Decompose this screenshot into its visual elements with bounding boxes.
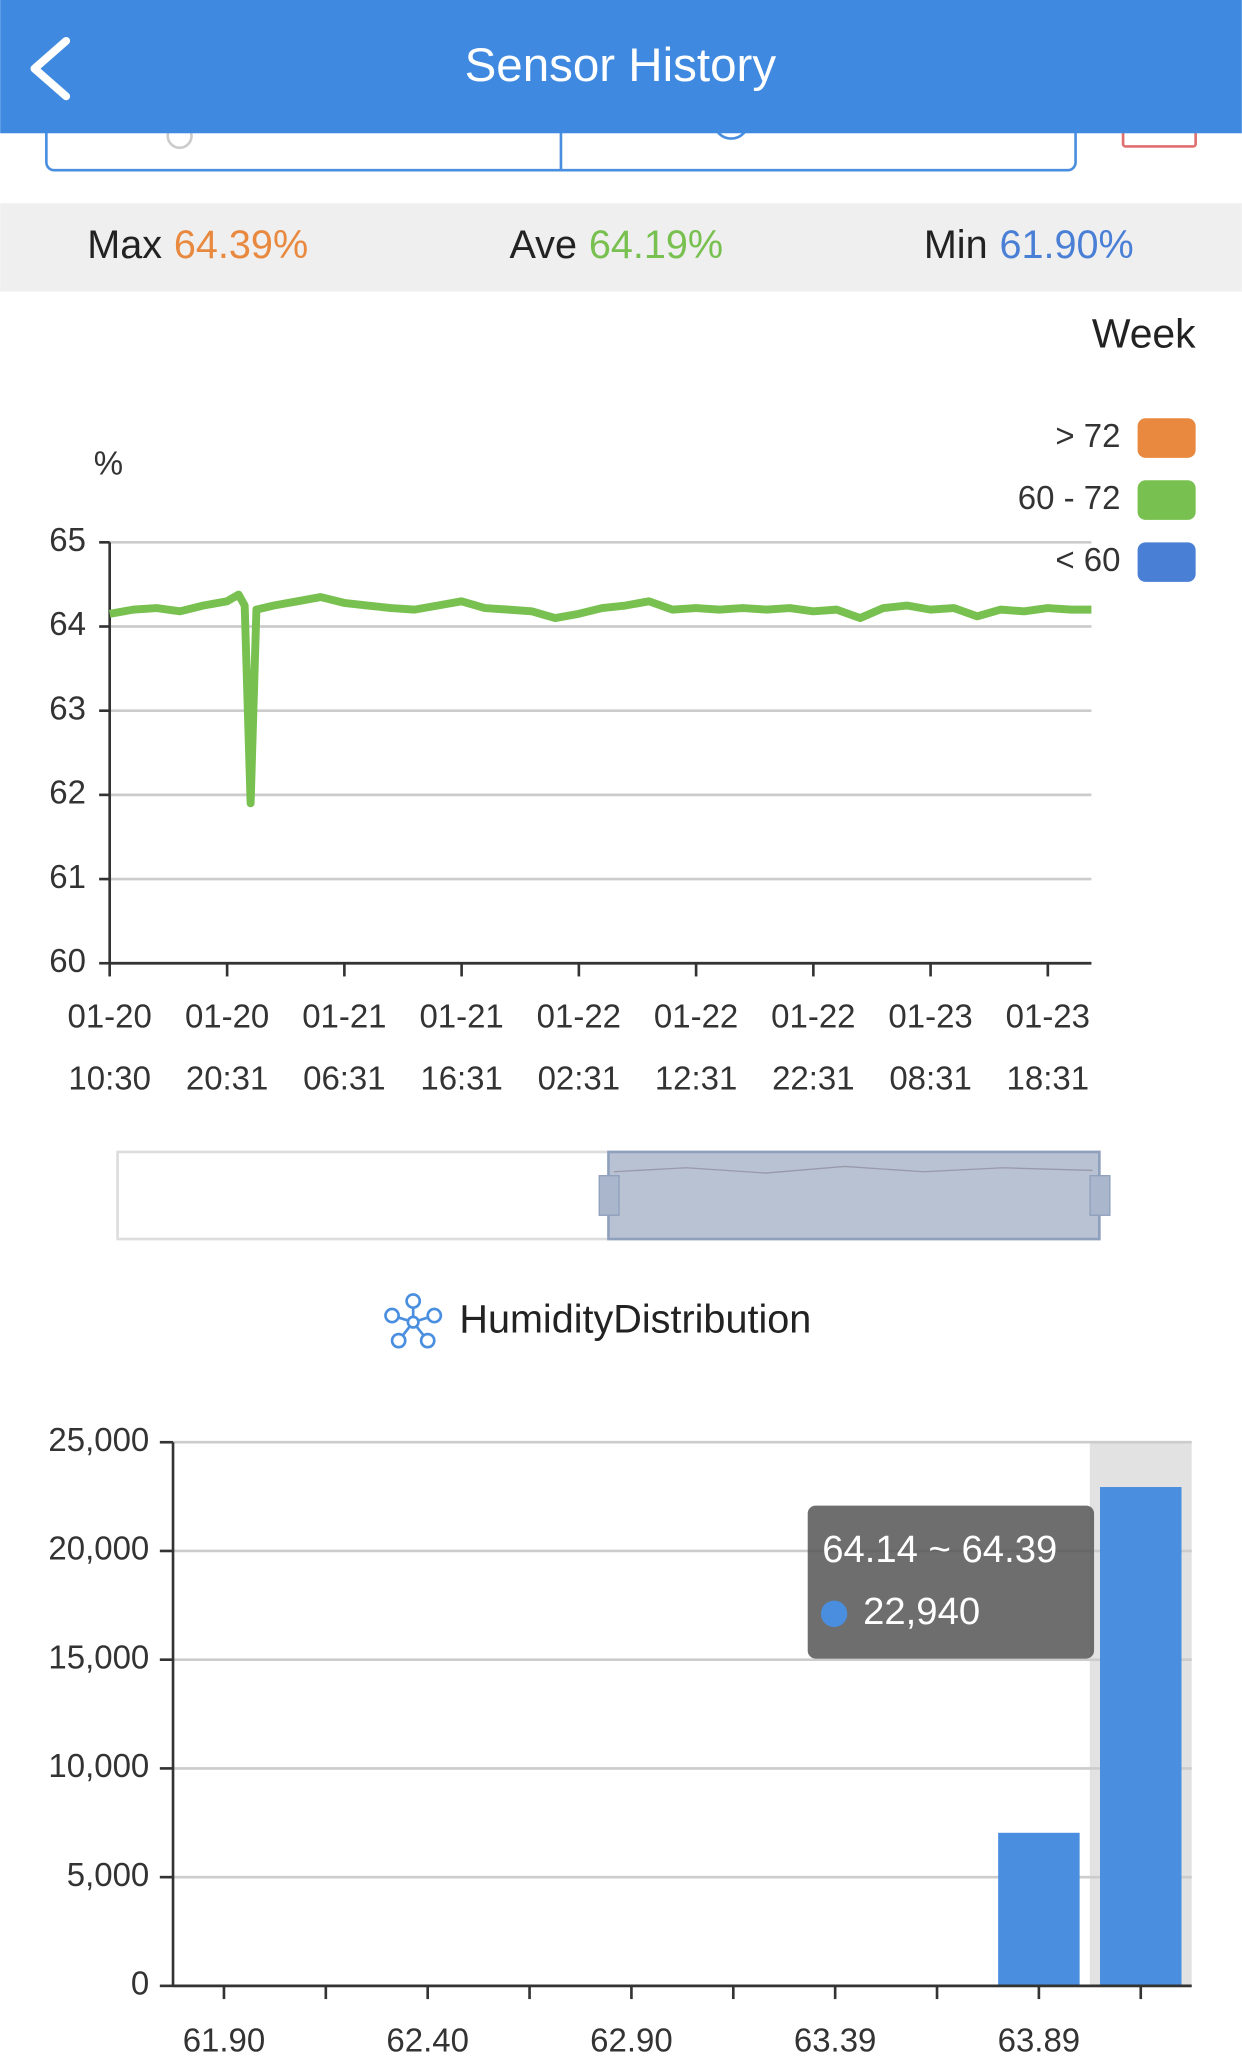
x-tick-label: 01-22 22:31: [771, 997, 855, 1096]
y-tick-label: 65: [49, 521, 86, 558]
tooltip-title: 64.14 ~ 64.39: [822, 1528, 1057, 1571]
x-tick-label: 62.90: [590, 2021, 673, 2058]
y-tick-label: 5,000: [67, 1856, 150, 1893]
x-tick-label: 01-21 16:31: [419, 997, 503, 1096]
chart-title: HumidityDistribution: [459, 1298, 811, 1342]
y-tick-label: 20,000: [48, 1530, 149, 1567]
header-title: Sensor History: [465, 39, 777, 92]
x-tick-label: 01-20 20:31: [185, 997, 269, 1096]
tooltip-value: 22,940: [863, 1590, 980, 1633]
zoom-preview: [613, 1165, 1093, 1174]
zoom-window[interactable]: [607, 1150, 1101, 1241]
period-selector[interactable]: Week: [1092, 310, 1196, 356]
stat: Ave 64.19%: [510, 224, 724, 268]
stats: Max 64.39% Ave 64.19% Min 61.90%: [87, 224, 1133, 268]
x-tick-label: 01-21 06:31: [302, 997, 386, 1096]
y-axis-label: %: [94, 445, 123, 482]
y-tick-label: 15,000: [48, 1638, 149, 1675]
stat: Min 61.90%: [924, 224, 1134, 268]
x-tick-label: 62.40: [386, 2021, 469, 2058]
zoom-handle[interactable]: [1089, 1175, 1111, 1216]
legend-label: 60 - 72: [1018, 479, 1121, 516]
stat-label: Ave: [510, 224, 577, 268]
stat-value: 64.39%: [174, 224, 308, 268]
legend-swatch: [1137, 418, 1196, 458]
x-tick-label: 63.89: [998, 2021, 1081, 2058]
x-tick-label: 63.39: [794, 2021, 877, 2058]
x-tick-label: 61.90: [183, 2021, 266, 2058]
stats-bar: [0, 203, 1242, 292]
y-tick-label: 63: [49, 689, 86, 726]
legend-label: > 72: [1055, 417, 1120, 454]
y-tick-label: 10,000: [48, 1747, 149, 1784]
tooltip-marker: [820, 1600, 848, 1627]
legend-swatch: [1137, 542, 1196, 582]
x-tick-label: 01-23 08:31: [888, 997, 972, 1096]
x-tick-label: 01-22 12:31: [654, 997, 738, 1096]
stat-value: 61.90%: [999, 224, 1133, 268]
y-tick-label: 62: [49, 774, 86, 811]
header-bar: [0, 0, 1242, 134]
tooltip: 64.14 ~ 64.39 22,940: [807, 1505, 1095, 1659]
x-tick-label: 01-22 02:31: [537, 997, 621, 1096]
legend-swatch: [1137, 480, 1196, 520]
y-tick-label: 61: [49, 858, 86, 895]
distribution-icon: [384, 1293, 443, 1349]
data-line: [108, 590, 1092, 808]
stat: Max 64.39%: [87, 224, 308, 268]
tooltip-box: [807, 1505, 1095, 1659]
y-tick-label: 0: [131, 1965, 149, 2002]
bar: [998, 1832, 1080, 1986]
bar: [1100, 1487, 1182, 1986]
y-tick-label: 64: [49, 605, 86, 642]
zoom-handle[interactable]: [598, 1175, 620, 1216]
x-tick-label: 01-23 18:31: [1006, 997, 1090, 1096]
legend-label: < 60: [1055, 541, 1120, 578]
stat-label: Min: [924, 224, 988, 268]
stat-value: 64.19%: [589, 224, 723, 268]
stat-label: Max: [87, 224, 162, 268]
back-button[interactable]: [30, 36, 71, 101]
x-tick-label: 01-20 10:30: [68, 997, 152, 1096]
y-tick-label: 60: [49, 942, 86, 979]
y-tick-label: 25,000: [48, 1421, 149, 1458]
